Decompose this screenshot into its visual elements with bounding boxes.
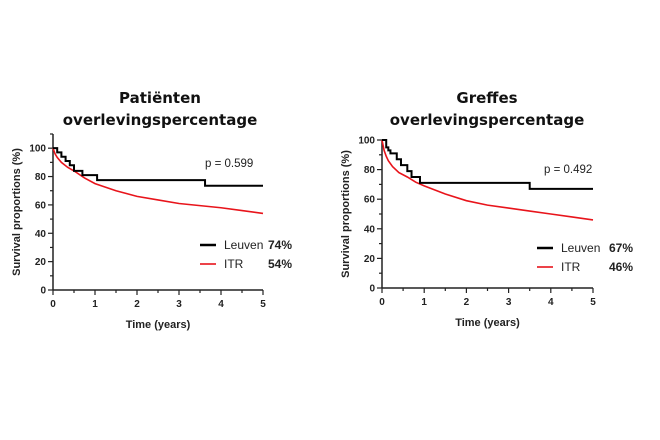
chart-title: Greffes <box>456 89 517 107</box>
x-tick-label: 4 <box>548 297 554 308</box>
chart-2: Greffesoverlevingspercentage020406080100… <box>340 89 633 329</box>
y-tick-label: 80 <box>364 165 376 176</box>
legend-label: Leuven <box>224 238 263 252</box>
y-tick-label: 100 <box>29 144 46 155</box>
y-tick-label: 100 <box>358 136 375 147</box>
series-line-itr <box>52 147 264 215</box>
legend-label: ITR <box>224 257 244 271</box>
p-value-annotation: p = 0.492 <box>544 164 592 176</box>
chart-title: overlevingspercentage <box>390 111 585 129</box>
y-tick-label: 40 <box>364 224 376 235</box>
x-tick-label: 2 <box>464 297 470 308</box>
legend-final-value: 67% <box>609 241 633 255</box>
p-value-annotation: p = 0.599 <box>205 158 253 170</box>
y-tick-label: 40 <box>35 229 47 240</box>
x-axis-label: Time (years) <box>126 319 191 331</box>
y-tick-label: 80 <box>35 172 47 183</box>
x-tick-label: 3 <box>176 299 182 310</box>
x-tick-label: 1 <box>421 297 427 308</box>
y-tick-label: 60 <box>364 195 376 206</box>
x-tick-label: 0 <box>50 299 56 310</box>
legend-final-value: 54% <box>268 257 292 271</box>
x-tick-label: 4 <box>218 299 224 310</box>
y-tick-label: 20 <box>364 254 376 265</box>
x-tick-label: 5 <box>590 297 596 308</box>
series-line-leuven <box>53 147 263 187</box>
x-tick-label: 2 <box>134 299 140 310</box>
legend-label: ITR <box>561 260 581 274</box>
y-tick-label: 0 <box>369 284 375 295</box>
legend-label: Leuven <box>561 241 600 255</box>
chart-title: Patiënten <box>119 89 201 107</box>
y-axis-label: Survival proportions (%) <box>11 148 23 276</box>
y-tick-label: 60 <box>35 200 47 211</box>
legend-final-value: 46% <box>609 260 633 274</box>
x-tick-label: 5 <box>260 299 266 310</box>
y-tick-label: 0 <box>40 286 46 297</box>
x-tick-label: 0 <box>379 297 385 308</box>
y-axis-label: Survival proportions (%) <box>340 150 352 278</box>
x-tick-label: 1 <box>92 299 98 310</box>
legend-final-value: 74% <box>268 238 292 252</box>
chart-title: overlevingspercentage <box>63 111 258 129</box>
y-tick-label: 20 <box>35 257 47 268</box>
chart-1: Patiëntenoverlevingspercentage0204060801… <box>11 89 292 331</box>
x-axis-label: Time (years) <box>455 317 520 329</box>
x-tick-label: 3 <box>506 297 512 308</box>
series-line-leuven <box>382 139 593 190</box>
series-line-itr <box>381 139 594 221</box>
